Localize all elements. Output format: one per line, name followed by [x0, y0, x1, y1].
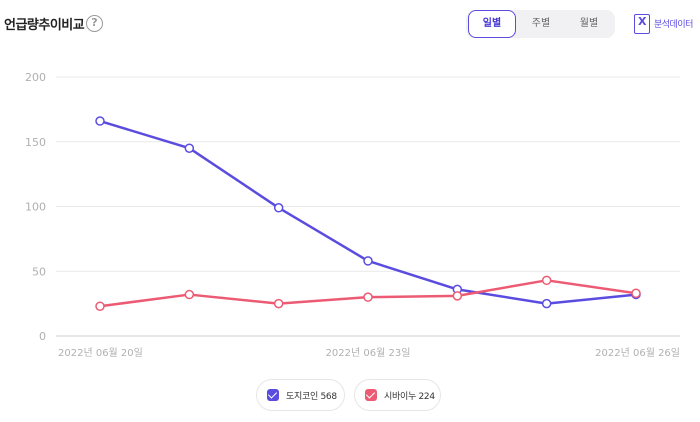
tab-monthly[interactable]: 월별: [579, 18, 599, 29]
legend-item-shibainu[interactable]: 시바이누 224: [354, 379, 441, 411]
data-point: [363, 256, 373, 266]
legend-item-dogecoin[interactable]: 도지코인 568: [256, 379, 345, 411]
x-tick-label: 2022년 06월 26일: [595, 347, 680, 359]
excel-icon-letter: X: [638, 15, 647, 28]
legend-series-name: 도지코인: [286, 391, 318, 402]
data-point: [95, 301, 105, 311]
data-point: [273, 203, 284, 213]
legend-series-total: 224: [418, 391, 435, 402]
export-data-label: 분석데이터: [654, 20, 693, 30]
tab-daily[interactable]: 일별: [468, 10, 516, 38]
checkbox-icon: [365, 389, 377, 401]
help-icon[interactable]: ?: [86, 15, 103, 32]
export-data-button[interactable]: X 분석데이터: [632, 13, 700, 35]
data-point: [631, 288, 641, 299]
excel-icon: X: [634, 14, 650, 34]
data-point: [184, 143, 195, 153]
tab-weekly[interactable]: 주별: [531, 18, 551, 29]
x-tick-label: 2022년 06월 20일: [58, 347, 143, 359]
y-tick-label: 150: [25, 136, 46, 149]
series-line: [98, 119, 638, 305]
page-title: 언급량추이비교: [4, 18, 85, 33]
mention-trend-chart: 0 50 100 150 200 2022년 06월 20일 2022년 06월 23일 20…: [25, 71, 680, 359]
y-tick-label: 200: [25, 71, 46, 84]
data-point: [95, 116, 105, 126]
data-point: [541, 298, 552, 309]
legend-series-total: 568: [320, 391, 337, 402]
legend-series-name: 시바이누: [384, 391, 416, 402]
chart-header: 언급량추이비교 ? 일별 주별 월별 X 분석데이터: [0, 0, 700, 48]
y-tick-label: 50: [32, 265, 46, 278]
data-point: [452, 291, 463, 301]
data-point: [273, 298, 284, 309]
x-tick-label: 2022년 06월 23일: [326, 347, 411, 359]
y-tick-label: 0: [39, 330, 46, 343]
data-point: [541, 275, 552, 286]
y-tick-label: 100: [25, 201, 46, 214]
data-point: [363, 292, 373, 302]
data-point: [184, 289, 195, 300]
period-tabs: 일별 주별 월별: [466, 10, 615, 38]
checkbox-icon: [267, 389, 279, 401]
